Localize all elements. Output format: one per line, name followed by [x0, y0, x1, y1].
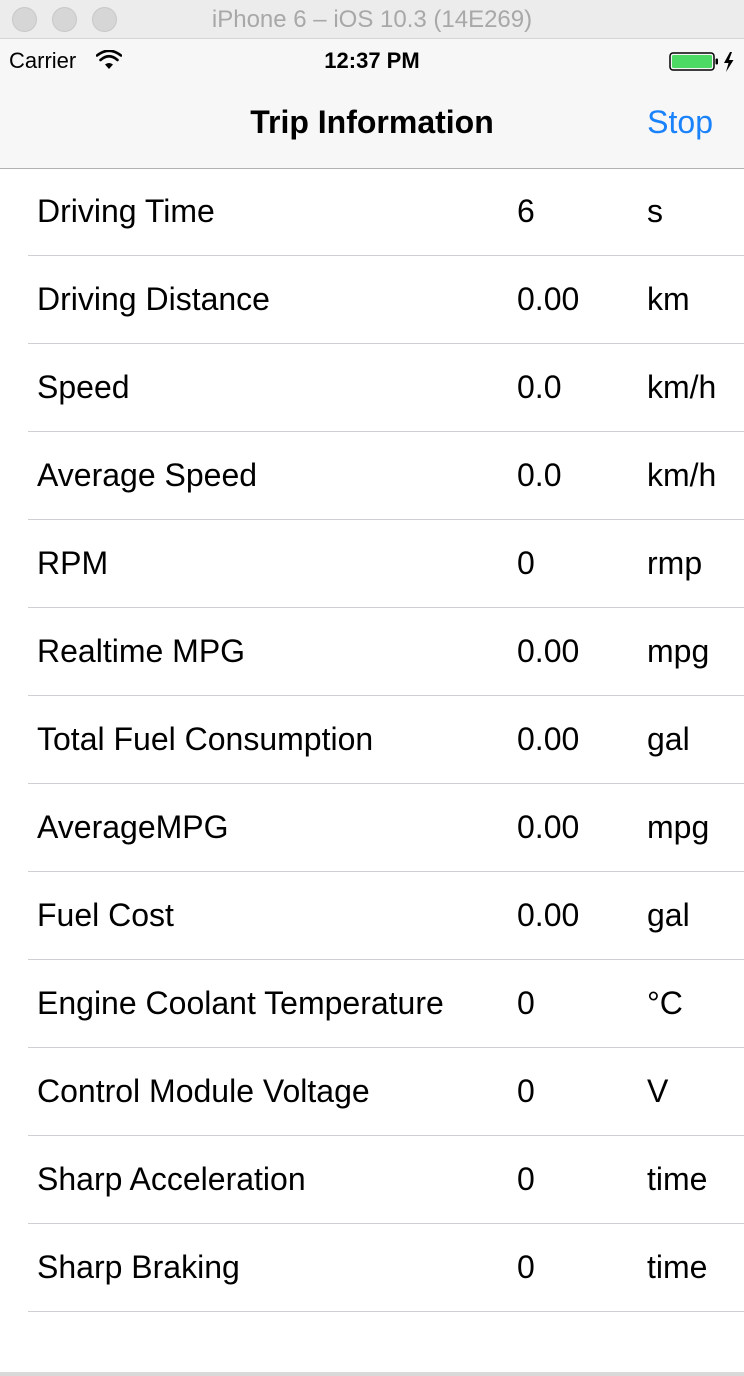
- row-value: 0.00: [517, 281, 580, 317]
- row-unit: V: [647, 1073, 669, 1109]
- simulator-title-bar: iPhone 6 – iOS 10.3 (14E269): [0, 0, 744, 39]
- row-value: 0.0: [517, 369, 562, 405]
- row-value: 0: [517, 1249, 535, 1285]
- row-label: Engine Coolant Temperature: [37, 985, 444, 1021]
- table-row[interactable]: Control Module Voltage 0 V: [0, 1048, 744, 1136]
- row-label: Driving Time: [37, 193, 215, 229]
- row-unit: time: [647, 1161, 708, 1197]
- row-value: 0.00: [517, 809, 580, 845]
- row-unit: km/h: [647, 457, 717, 493]
- row-unit: mpg: [647, 633, 710, 669]
- row-label: Total Fuel Consumption: [37, 721, 374, 757]
- row-label: Driving Distance: [37, 281, 270, 317]
- row-label: AverageMPG: [37, 809, 229, 845]
- row-label: Fuel Cost: [37, 897, 174, 933]
- table-row[interactable]: Fuel Cost 0.00 gal: [0, 872, 744, 960]
- table-row[interactable]: Driving Time 6 s: [0, 168, 744, 256]
- row-value: 0: [517, 545, 535, 581]
- row-unit: km: [647, 281, 690, 317]
- row-unit: time: [647, 1249, 708, 1285]
- status-bar: Carrier 12:37 PM: [0, 39, 744, 81]
- table-row[interactable]: Engine Coolant Temperature 0 °C: [0, 960, 744, 1048]
- close-window-button[interactable]: [12, 7, 37, 32]
- row-value: 6: [517, 193, 535, 229]
- row-label: Control Module Voltage: [37, 1073, 370, 1109]
- row-unit: °C: [647, 985, 683, 1021]
- table-row[interactable]: Sharp Braking 0 time: [0, 1224, 744, 1312]
- row-label: Average Speed: [37, 457, 258, 493]
- trip-info-table: Driving Time 6 s Driving Distance 0.00 km Spee…: [0, 168, 744, 1312]
- row-value: 0.0: [517, 457, 562, 493]
- battery-charging-icon: [669, 52, 734, 72]
- row-label: Speed: [37, 369, 130, 405]
- carrier-label: Carrier: [9, 48, 77, 73]
- status-time: 12:37 PM: [324, 48, 420, 73]
- wifi-icon: [96, 50, 122, 69]
- stop-button[interactable]: Stop: [647, 104, 713, 140]
- row-label: Realtime MPG: [37, 633, 246, 669]
- page-title: Trip Information: [250, 104, 494, 140]
- table-row[interactable]: RPM 0 rmp: [0, 520, 744, 608]
- row-unit: gal: [647, 721, 690, 757]
- row-label: Sharp Braking: [37, 1249, 240, 1285]
- minimize-window-button[interactable]: [52, 7, 77, 32]
- table-row[interactable]: Realtime MPG 0.00 mpg: [0, 608, 744, 696]
- simulator-title: iPhone 6 – iOS 10.3 (14E269): [211, 6, 533, 33]
- table-row[interactable]: AverageMPG 0.00 mpg: [0, 784, 744, 872]
- table-row[interactable]: Driving Distance 0.00 km: [0, 256, 744, 344]
- row-value: 0: [517, 985, 535, 1021]
- row-label: RPM: [37, 545, 109, 581]
- row-unit: s: [647, 193, 663, 229]
- table-row[interactable]: Average Speed 0.0 km/h: [0, 432, 744, 520]
- table-row[interactable]: Speed 0.0 km/h: [0, 344, 744, 432]
- row-value: 0.00: [517, 897, 580, 933]
- row-unit: mpg: [647, 809, 710, 845]
- row-value: 0: [517, 1073, 535, 1109]
- table-row[interactable]: Sharp Acceleration 0 time: [0, 1136, 744, 1224]
- row-value: 0.00: [517, 721, 580, 757]
- table-row[interactable]: Total Fuel Consumption 0.00 gal: [0, 696, 744, 784]
- row-unit: km/h: [647, 369, 717, 405]
- row-unit: gal: [647, 897, 690, 933]
- row-value: 0.00: [517, 633, 580, 669]
- row-label: Sharp Acceleration: [37, 1161, 306, 1197]
- zoom-window-button[interactable]: [92, 7, 117, 32]
- row-value: 0: [517, 1161, 535, 1197]
- row-unit: rmp: [647, 545, 703, 581]
- navigation-bar: Trip Information Stop: [0, 81, 744, 169]
- window-bottom-edge: [0, 1372, 744, 1376]
